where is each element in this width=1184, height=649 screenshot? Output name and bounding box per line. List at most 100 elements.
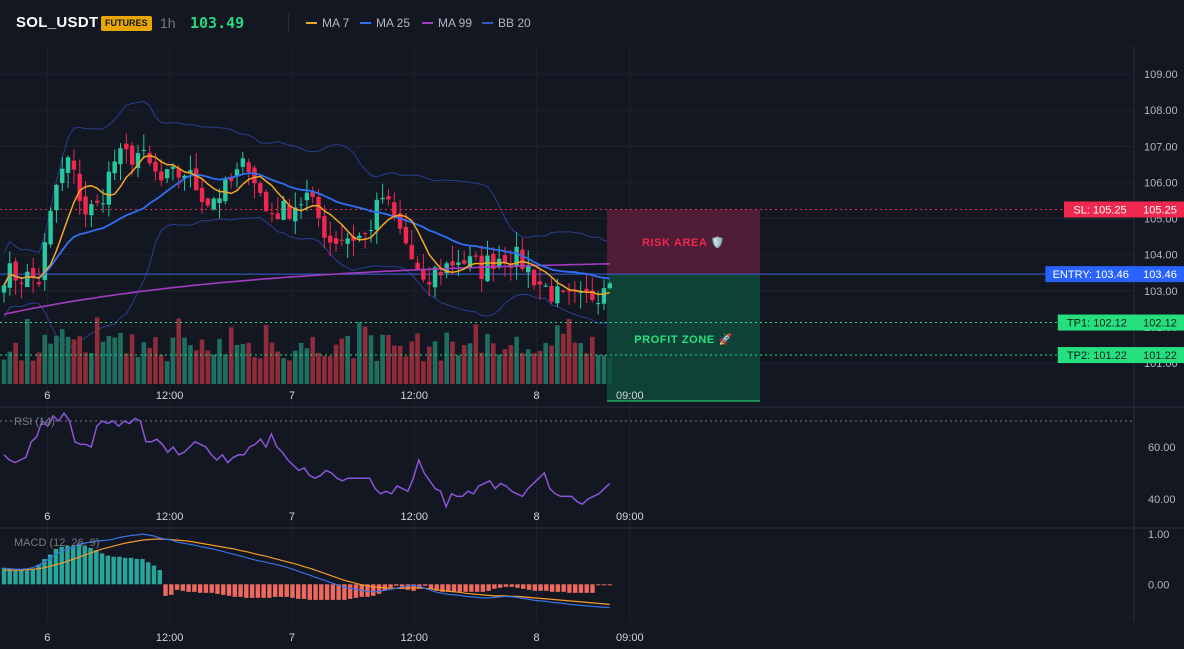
candle-body [561, 290, 566, 292]
macd-histogram-bar [180, 584, 186, 591]
candle-body [281, 200, 286, 220]
candle-body [269, 213, 275, 215]
volume-bar [572, 342, 578, 384]
volume-bar [310, 336, 316, 384]
entry-label-bg [1045, 266, 1136, 283]
trade-zones: RISK AREA 🛡️ PROFIT ZONE 🚀 [607, 209, 760, 402]
volume-bar [135, 357, 141, 384]
volume-bar [485, 333, 490, 384]
last-price: 103.49 [190, 14, 245, 32]
legend-bb20[interactable]: BB 20 [482, 16, 531, 30]
candle-body [124, 143, 129, 150]
sl-axis-value: 105.25 [1143, 204, 1177, 216]
macd-histogram-bar [255, 584, 261, 598]
candle-body [293, 207, 298, 222]
candle-body [240, 158, 246, 167]
volume-bar [368, 335, 374, 384]
candle-body [217, 198, 222, 204]
volume-bar [531, 353, 537, 384]
candle-body [368, 230, 374, 232]
macd-histogram-bar [532, 584, 537, 591]
macd-histogram-bar [30, 568, 36, 585]
volume-bar [129, 334, 135, 384]
volume-bar [409, 341, 415, 384]
legend-ma7[interactable]: MA 7 [306, 16, 349, 30]
volume-bar [397, 345, 403, 384]
time-tick-label: 12:00 [156, 390, 184, 402]
volume-bar [269, 342, 275, 384]
volume-bar [386, 335, 391, 384]
macd-histogram-bar [71, 545, 76, 585]
profit-zone-label: PROFIT ZONE 🚀 [634, 333, 733, 346]
futures-badge: FUTURES [101, 16, 152, 31]
macd-histogram-bar [428, 584, 434, 589]
macd-histogram-bar [122, 557, 128, 585]
timeframe-label[interactable]: 1h [160, 15, 176, 31]
volume-bar [473, 324, 479, 384]
candle-body [397, 213, 403, 229]
legend-bb20-label: BB 20 [498, 16, 531, 30]
candle-body [438, 271, 444, 276]
volume-bar [298, 342, 304, 384]
candle-body [118, 148, 123, 165]
volume-bar [438, 360, 444, 384]
candle-body [502, 254, 508, 264]
macd-histogram-bar [1, 567, 7, 585]
candle-body [537, 281, 543, 285]
macd-histogram-bar [261, 584, 266, 598]
legend-bb20-swatch [482, 22, 493, 24]
macd-histogram-bar [538, 584, 543, 591]
volume-bars [1, 317, 613, 384]
volume-bar [525, 349, 531, 384]
volume-bar [333, 344, 339, 384]
macd-histogram-bar [376, 584, 382, 594]
macd-histogram-bar [301, 584, 307, 599]
price-tick-label: 109.00 [1144, 69, 1178, 81]
tp2-label: TP2: 101.22 [1067, 350, 1127, 362]
legend-ma99[interactable]: MA 99 [422, 16, 472, 30]
price-tick-label: 107.00 [1144, 141, 1178, 153]
macd-histogram-bar [59, 546, 64, 585]
candle-body [450, 261, 455, 266]
macd-histogram-bar [111, 556, 116, 585]
volume-bar [176, 318, 182, 384]
candle-body [83, 196, 88, 215]
volume-bar [147, 347, 152, 384]
volume-bar [240, 343, 246, 384]
macd-histogram-bar [24, 570, 30, 585]
legend-ma25[interactable]: MA 25 [360, 16, 410, 30]
candle-body [403, 226, 409, 244]
candle-body [531, 269, 537, 286]
volume-bar [601, 355, 607, 384]
macd-histogram-bar [215, 584, 220, 594]
tp1-axis-value-bg [1136, 314, 1184, 331]
macd-histogram-bar [474, 584, 480, 592]
candle-body [258, 183, 263, 193]
volume-bar [327, 356, 333, 384]
macd-histogram-bar [347, 584, 353, 599]
macd-histogram-bar [422, 584, 428, 586]
macd-histogram-bar [434, 584, 439, 591]
volume-bar [391, 345, 397, 384]
moving-averages [3, 154, 610, 315]
panel-separators [0, 46, 1184, 622]
candle-body [129, 145, 135, 165]
macd-histogram-bar [284, 584, 289, 597]
chart-header: SOL_USDT FUTURES 1h 103.49 MA 7 MA 25 MA… [0, 0, 1184, 46]
volume-bar [77, 336, 83, 384]
candle-body [595, 303, 601, 305]
volume-bar [281, 358, 286, 384]
risk-area-zone [607, 209, 760, 275]
symbol-name[interactable]: SOL_USDT [16, 14, 99, 31]
candle-body [89, 204, 94, 216]
macd-histogram-bar [440, 584, 445, 592]
time-tick-label: 6 [44, 390, 50, 402]
legend-ma99-swatch [422, 22, 433, 24]
macd-histogram-bar [446, 584, 451, 592]
volume-bar [549, 345, 554, 384]
macd-histogram-bar [497, 584, 503, 588]
entry-label: ENTRY: 103.46 [1053, 269, 1129, 281]
macd-histogram-bar [203, 584, 209, 593]
volume-bar [48, 343, 53, 384]
